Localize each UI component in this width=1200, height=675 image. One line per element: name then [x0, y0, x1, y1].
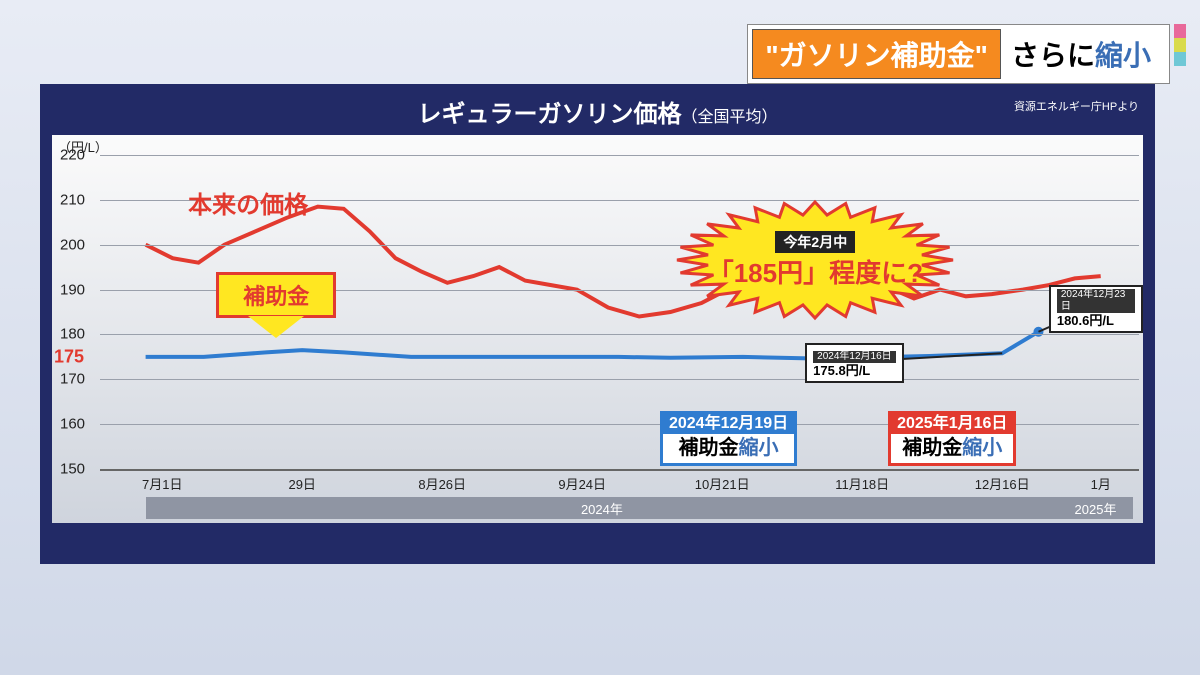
y-tick: 170 — [60, 371, 85, 388]
subsidy-arrow-label: 補助金 — [216, 272, 336, 318]
callout-1: 2024年12月16日175.8円/L — [805, 343, 904, 383]
subsidy-arrow: 補助金 — [216, 272, 336, 342]
y-tick: 150 — [60, 461, 85, 478]
starburst-big-text: 「185円」程度に? — [708, 253, 923, 290]
x-tick: 8月26日 — [418, 474, 466, 493]
x-tick: 12月16日 — [975, 474, 1030, 493]
accent-strip — [1174, 24, 1186, 66]
y-tick: 220 — [60, 147, 85, 164]
x-tick: 29日 — [288, 474, 315, 493]
callout-2: 2024年12月23日180.6円/L — [1049, 285, 1143, 333]
headline-rest: さらに縮小 — [1011, 34, 1151, 74]
x-tick: 9月24日 — [558, 474, 606, 493]
y-tick: 190 — [60, 281, 85, 298]
y-tick: 210 — [60, 191, 85, 208]
headline-chip: "ガソリン補助金" — [752, 29, 1001, 79]
chart-title: レギュラーガソリン価格（全国平均） — [52, 94, 1143, 129]
x-tick: 1月 — [1091, 474, 1111, 493]
chart-plot-area: （円/L） 1501601701801902002102201757月1日29日… — [52, 135, 1143, 523]
badge-red: 2025年1月16日補助金縮小 — [888, 411, 1016, 466]
y-tick: 200 — [60, 236, 85, 253]
label-original-price: 本来の価格 — [188, 185, 308, 220]
x-tick: 11月18日 — [835, 474, 889, 493]
y-tick: 180 — [60, 326, 85, 343]
year-bar: 2025年 — [1058, 497, 1133, 519]
x-tick: 10月21日 — [695, 474, 750, 493]
starburst-callout: 今年2月中「185円」程度に? — [670, 195, 960, 325]
year-bar: 2024年 — [146, 497, 1059, 519]
headline-bar: "ガソリン補助金" さらに縮小 — [747, 24, 1170, 84]
badge-blue: 2024年12月19日補助金縮小 — [660, 411, 797, 466]
starburst-small-text: 今年2月中 — [775, 231, 855, 253]
chart-panel: レギュラーガソリン価格（全国平均） 資源エネルギー庁HPより （円/L） 150… — [40, 84, 1155, 564]
y-highlight-175: 175 — [54, 346, 84, 367]
chart-source: 資源エネルギー庁HPより — [1014, 98, 1139, 114]
x-tick: 7月1日 — [142, 474, 182, 493]
y-tick: 160 — [60, 416, 85, 433]
